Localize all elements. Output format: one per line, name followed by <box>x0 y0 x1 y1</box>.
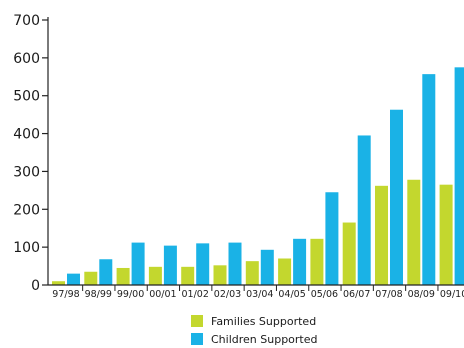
x-tick-label: 08/09 <box>408 289 435 300</box>
y-axis: 0 100 200 300 400 500 600 700 <box>13 13 49 294</box>
bar-children-supported <box>390 109 403 285</box>
bar-children-supported <box>163 245 177 285</box>
legend-label: Children Supported <box>211 333 318 346</box>
y-tick-label: 700 <box>13 13 40 29</box>
bar-families-supported <box>181 266 195 285</box>
bar-families-supported <box>375 185 388 285</box>
x-tick-label: 00/01 <box>149 289 176 300</box>
bar-families-supported <box>116 267 130 285</box>
bar-children-supported <box>99 259 113 285</box>
bar-families-supported <box>245 261 259 285</box>
bar-families-supported <box>52 281 65 285</box>
legend: Families Supported Children Supported <box>191 315 318 346</box>
x-tick-label: 04/05 <box>278 289 305 300</box>
bar-children-supported <box>293 238 307 285</box>
bar-families-supported <box>213 265 227 285</box>
bar-children-supported <box>131 242 145 285</box>
bar-families-supported <box>148 266 162 285</box>
x-tick-label: 98/99 <box>85 289 112 300</box>
x-axis: 97/98 98/99 99/00 00/01 01/02 02/03 03/04 04/05… <box>48 284 464 300</box>
bar-children-supported <box>228 242 242 285</box>
legend-swatch <box>191 315 203 327</box>
x-tick-label: 05/06 <box>311 289 338 300</box>
y-tick-label: 0 <box>31 278 40 294</box>
x-tick-label: 03/04 <box>246 289 273 300</box>
x-tick-label: 02/03 <box>214 289 241 300</box>
y-tick-label: 500 <box>13 89 40 105</box>
bar-children-supported <box>454 67 464 285</box>
y-tick-label: 100 <box>13 240 40 256</box>
bar-children-supported <box>260 249 274 285</box>
x-tick-label: 97/98 <box>52 289 79 300</box>
bar-children-supported <box>67 273 80 285</box>
x-tick-label: 06/07 <box>343 289 370 300</box>
bar-families-supported <box>342 222 356 285</box>
y-tick-label: 200 <box>13 202 40 218</box>
y-tick-label: 400 <box>13 127 40 143</box>
x-tick-label: 99/00 <box>117 289 144 300</box>
y-tick-label: 300 <box>13 164 40 180</box>
bar-families-supported <box>310 238 324 285</box>
bar-families-supported <box>439 184 453 285</box>
bar-children-supported <box>325 192 339 285</box>
bar-children-supported <box>422 74 436 285</box>
bar-families-supported <box>84 271 98 285</box>
bar-children-supported <box>357 135 371 285</box>
x-tick-label: 09/10 <box>440 289 464 300</box>
bars <box>52 67 464 285</box>
legend-swatch <box>191 333 203 345</box>
y-tick-label: 600 <box>13 51 40 67</box>
bar-families-supported <box>407 179 421 285</box>
x-tick-label: 07/08 <box>375 289 402 300</box>
x-tick-label: 01/02 <box>182 289 209 300</box>
bar-families-supported <box>278 258 292 285</box>
bar-children-supported <box>196 243 210 285</box>
legend-label: Families Supported <box>211 315 316 328</box>
